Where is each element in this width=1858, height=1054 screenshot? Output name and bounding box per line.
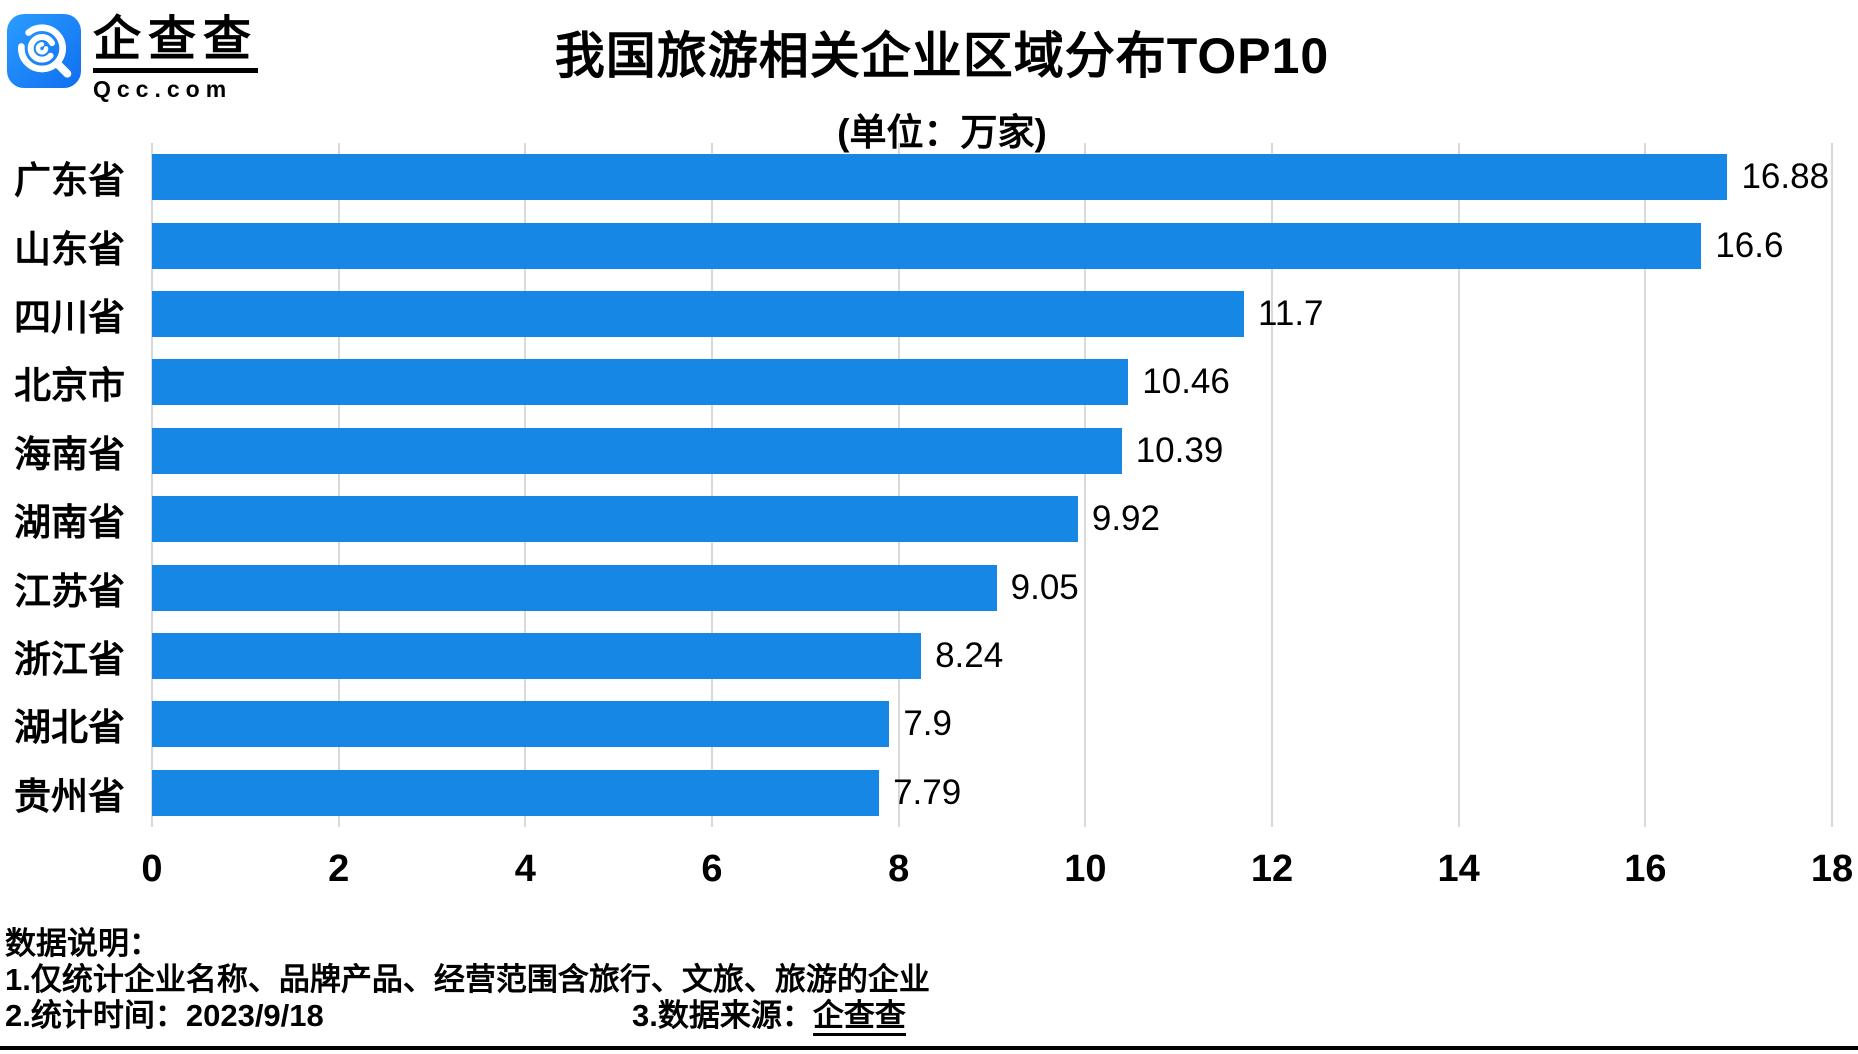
gridline	[897, 143, 900, 827]
bar-value-label: 7.79	[893, 772, 962, 812]
bar-rows: 广东省 16.88 山东省 16.6 四川省 11.7 北京市 10.46 海南省 10.39 湖南…	[0, 143, 1832, 827]
footnote-source-name: 企查查	[812, 998, 906, 1036]
category-label: 贵州省	[14, 775, 125, 817]
bar-row: 四川省 11.7	[0, 280, 1832, 348]
bar	[152, 359, 1129, 406]
chart-title: 我国旅游相关企业区域分布TOP10	[554, 28, 1330, 84]
bar-value-label: 9.92	[1091, 499, 1160, 539]
bar-value-label: 10.46	[1142, 362, 1230, 402]
bar-row: 广东省 16.88	[0, 143, 1832, 211]
footnote-source: 3.数据来源：企查查	[632, 998, 906, 1036]
bar-row: 海南省 10.39	[0, 417, 1832, 485]
bar-value-label: 7.9	[903, 704, 952, 744]
gridline-layer	[151, 143, 1833, 827]
bar	[152, 496, 1078, 543]
x-tick-label: 6	[701, 848, 723, 890]
bar	[152, 222, 1702, 269]
category-label: 北京市	[14, 365, 125, 407]
footnote-heading: 数据说明：	[5, 926, 160, 961]
bar-value-label: 9.05	[1010, 567, 1079, 607]
footnote-source-label: 3.数据来源：	[632, 998, 813, 1033]
x-tick-label: 8	[888, 848, 910, 890]
bar-value-label: 11.7	[1258, 294, 1324, 334]
gridline	[1270, 143, 1273, 827]
chart-unit-label: (单位：万家)	[837, 112, 1047, 153]
bar-area: 7.9	[152, 690, 1832, 758]
bar-area: 8.24	[152, 622, 1832, 690]
bar-area: 10.39	[152, 417, 1832, 485]
bar	[152, 291, 1244, 338]
bar-value-label: 8.24	[935, 636, 1004, 676]
bar	[152, 769, 880, 816]
gridline	[1084, 143, 1087, 827]
category-label: 四川省	[14, 297, 125, 339]
gridline	[151, 143, 153, 827]
category-label: 广东省	[14, 160, 125, 202]
bar	[152, 564, 997, 611]
logo-text: 企查查 Qcc.com	[93, 13, 259, 103]
gridline	[1644, 143, 1647, 827]
qcc-magnifier-icon	[7, 14, 81, 88]
category-label: 海南省	[14, 433, 125, 475]
bar-area: 7.79	[152, 759, 1832, 827]
x-tick-label: 0	[141, 848, 163, 890]
gridline	[1831, 143, 1833, 827]
category-label: 山东省	[14, 228, 125, 270]
bar-area: 16.88	[152, 143, 1832, 211]
bar	[152, 633, 922, 680]
footnote-scope: 1.仅统计企业名称、品牌产品、经营范围含旅行、文旅、旅游的企业	[5, 962, 930, 997]
x-tick-label: 10	[1064, 848, 1107, 890]
bar	[152, 701, 890, 748]
bar-value-label: 10.39	[1135, 430, 1224, 470]
x-tick-label: 14	[1437, 848, 1480, 890]
bar-area: 9.05	[152, 553, 1832, 621]
category-label: 湖北省	[14, 707, 125, 749]
category-label: 浙江省	[14, 639, 125, 681]
bar-row: 湖南省 9.92	[0, 485, 1832, 553]
bar	[152, 427, 1122, 474]
title-block: 我国旅游相关企业区域分布TOP10 (单位：万家)	[26, 16, 1858, 156]
x-tick-label: 16	[1624, 848, 1667, 890]
gridline	[710, 143, 713, 827]
x-tick-label: 18	[1810, 848, 1854, 890]
gridline	[524, 143, 527, 827]
x-tick-label: 2	[328, 848, 350, 890]
bar-row: 北京市 10.46	[0, 348, 1832, 416]
bar-area: 9.92	[152, 485, 1832, 553]
brand-name: 企查查	[93, 13, 259, 73]
bar-area: 11.7	[152, 280, 1832, 348]
qcc-logo: 企查查 Qcc.com	[7, 13, 259, 103]
footnote-date: 2.统计时间：2023/9/18	[5, 998, 324, 1033]
x-axis-tick-labels: 0 2 4 6 8 10 12 14 16 18	[141, 848, 1853, 898]
bar-row: 山东省 16.6	[0, 211, 1832, 279]
footnotes: 数据说明： 1.仅统计企业名称、品牌产品、经营范围含旅行、文旅、旅游的企业 2.…	[5, 926, 1845, 1036]
brand-domain: Qcc.com	[93, 75, 233, 102]
category-label: 江苏省	[14, 570, 125, 612]
bar-chart: 广东省 16.88 山东省 16.6 四川省 11.7 北京市 10.46 海南省 10.39 湖南…	[0, 143, 1833, 827]
bar	[152, 154, 1728, 201]
gridline	[1457, 143, 1460, 827]
bar-value-label: 16.6	[1715, 225, 1784, 265]
x-tick-label: 12	[1250, 848, 1294, 890]
gridline	[337, 143, 340, 827]
bar-area: 10.46	[152, 348, 1832, 416]
bar-value-label: 16.88	[1741, 157, 1830, 197]
x-tick-label: 4	[514, 848, 536, 890]
bar-row: 江苏省 9.05	[0, 553, 1832, 621]
bar-row: 湖北省 7.9	[0, 690, 1832, 758]
bar-row: 贵州省 7.79	[0, 759, 1832, 827]
bottom-border-line	[0, 1046, 1858, 1050]
bar-row: 浙江省 8.24	[0, 622, 1832, 690]
bar-area: 16.6	[152, 211, 1832, 279]
category-label: 湖南省	[14, 502, 125, 544]
